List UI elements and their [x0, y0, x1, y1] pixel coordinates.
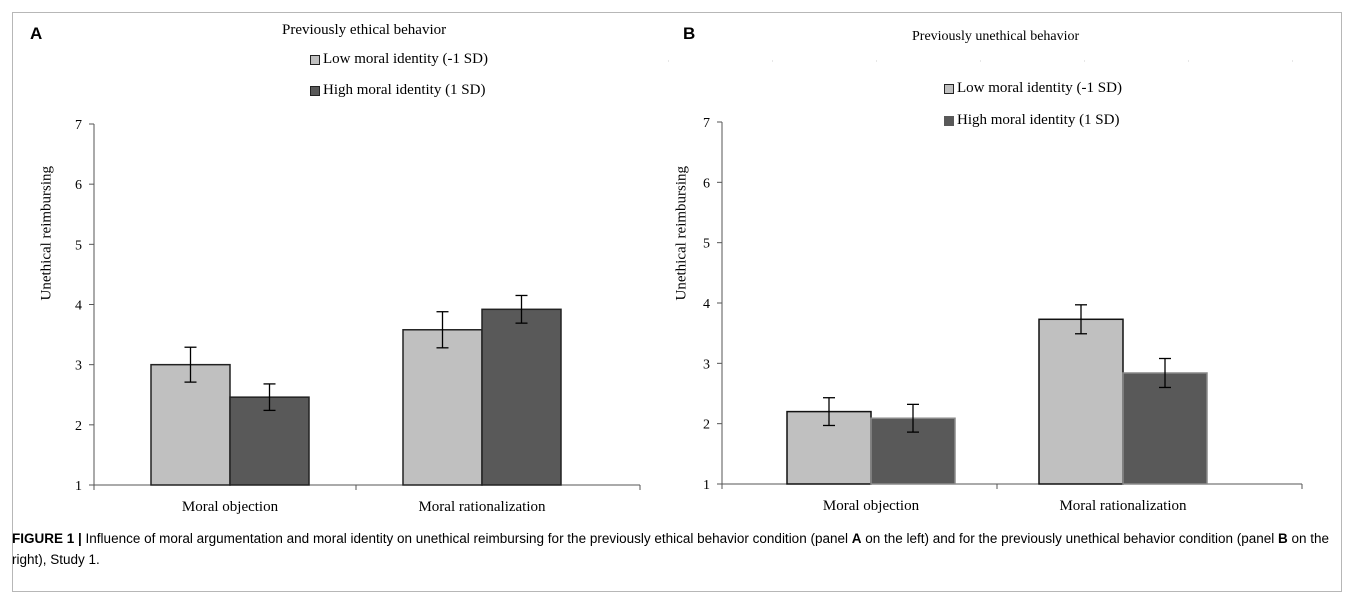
panel-b-title: Previously unethical behavior: [912, 29, 1080, 44]
bar-low: [402, 329, 483, 486]
panel-a-legend-low: Low moral identity (-1 SD): [310, 51, 488, 68]
caption-text-3: on the right), Study 1.: [12, 531, 1330, 567]
y-tick-label: 4: [75, 299, 82, 314]
legend-swatch-low: [944, 83, 954, 94]
y-tick-label: 7: [703, 116, 710, 131]
y-tick-label: 7: [75, 118, 82, 133]
legend-label-high: High moral identity (1 SD): [957, 112, 1120, 128]
caption-label: FIGURE 1 |: [12, 531, 82, 546]
caption-text-1: Influence of moral argumentation and mor…: [81, 531, 852, 546]
y-tick-label: 2: [703, 418, 710, 433]
panel-b-legend-high: High moral identity (1 SD): [944, 112, 1119, 129]
legend-label-high: High moral identity (1 SD): [323, 82, 486, 98]
caption-panel-a: A: [851, 531, 862, 546]
bar-high: [1122, 372, 1208, 485]
bar-high: [229, 396, 310, 486]
y-tick-label: 3: [703, 357, 710, 372]
y-tick-label: 6: [703, 176, 710, 191]
panel-b-legend-low: Low moral identity (-1 SD): [944, 80, 1122, 97]
legend-swatch-high: [944, 115, 954, 126]
figure-caption: FIGURE 1 | Influence of moral argumentat…: [12, 528, 1332, 570]
y-tick-label: 5: [703, 237, 710, 252]
panel-a-title: Previously ethical behavior: [282, 22, 447, 38]
y-tick-label: 5: [75, 238, 82, 253]
bar-low: [150, 363, 231, 486]
x-category-label: Moral objection: [182, 499, 279, 515]
caption-text-2: on the left) and for the previously unet…: [861, 531, 1278, 546]
y-tick-label: 1: [703, 478, 710, 493]
legend-swatch-low: [310, 54, 320, 65]
panel-b-letter: B: [683, 24, 696, 43]
y-tick-label: 2: [75, 419, 82, 434]
y-tick-label: 6: [75, 178, 82, 193]
figure-frame: [12, 12, 1342, 592]
y-tick-label: 3: [75, 359, 82, 374]
bar-low: [1038, 318, 1124, 485]
y-tick-label: 4: [703, 297, 710, 312]
x-category-label: Moral rationalization: [1059, 498, 1187, 514]
caption-panel-b: B: [1278, 531, 1288, 546]
legend-swatch-high: [310, 85, 320, 96]
bar-high: [481, 308, 562, 486]
legend-label-low: Low moral identity (-1 SD): [957, 80, 1122, 96]
legend-label-low: Low moral identity (-1 SD): [323, 51, 488, 67]
panel-a-legend-high: High moral identity (1 SD): [310, 82, 485, 99]
panel-a-letter: A: [30, 24, 43, 43]
x-category-label: Moral objection: [823, 498, 920, 514]
x-category-label: Moral rationalization: [418, 499, 546, 515]
y-tick-label: 1: [75, 479, 82, 494]
